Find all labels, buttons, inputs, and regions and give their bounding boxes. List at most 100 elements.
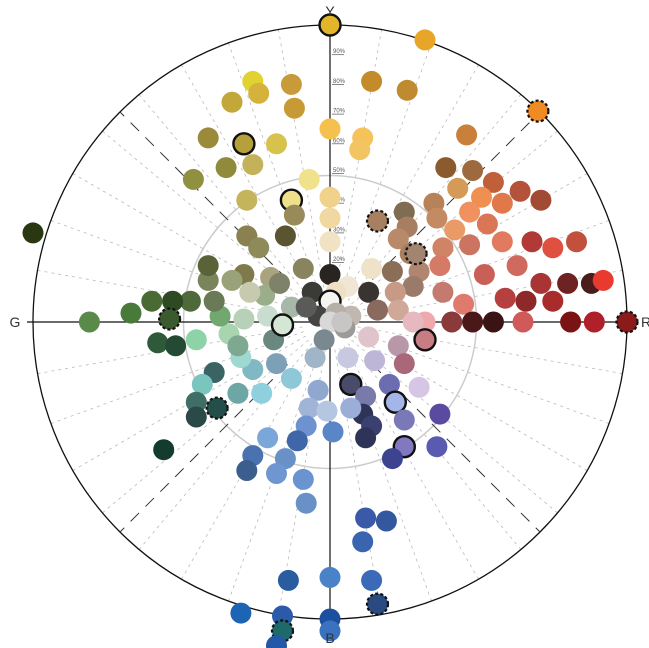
color-point xyxy=(318,13,342,37)
color-point xyxy=(319,566,341,588)
color-point xyxy=(298,168,320,190)
color-point xyxy=(236,189,258,211)
color-point xyxy=(542,237,564,259)
color-point xyxy=(203,290,225,312)
grid-line xyxy=(357,326,623,374)
color-point xyxy=(191,373,213,395)
color-point xyxy=(292,258,314,279)
color-point xyxy=(257,427,279,449)
color-point xyxy=(387,299,409,321)
color-point xyxy=(441,311,463,333)
color-point xyxy=(426,207,448,229)
color-point xyxy=(491,192,513,214)
color-point xyxy=(365,592,390,616)
color-point xyxy=(476,213,498,235)
color-point xyxy=(566,231,587,253)
color-point xyxy=(352,531,374,553)
color-point xyxy=(378,373,400,395)
grid-line xyxy=(343,64,479,298)
color-point xyxy=(526,99,550,123)
color-point xyxy=(494,287,516,309)
grid-line xyxy=(354,335,588,471)
color-point xyxy=(185,329,207,351)
color-point xyxy=(269,272,290,294)
color-point xyxy=(280,296,302,318)
radial-tick-label: 30% xyxy=(333,227,346,233)
color-point xyxy=(185,406,207,428)
color-point xyxy=(319,186,341,208)
color-point xyxy=(393,353,415,375)
color-point xyxy=(459,201,481,223)
color-point xyxy=(280,367,302,389)
color-point xyxy=(165,335,187,357)
color-point xyxy=(120,302,142,324)
axis-label-left: G xyxy=(10,314,21,330)
color-point xyxy=(215,157,237,179)
grid-line xyxy=(343,346,479,580)
color-point xyxy=(179,290,201,312)
color-point xyxy=(429,403,451,425)
color-point xyxy=(319,620,341,642)
color-point xyxy=(456,124,478,146)
color-point xyxy=(162,290,184,312)
color-point xyxy=(340,397,362,419)
color-point xyxy=(319,207,341,229)
color-point xyxy=(471,186,492,208)
grid-line xyxy=(181,64,317,298)
grid-line xyxy=(50,331,304,424)
color-point xyxy=(322,421,344,443)
color-point xyxy=(337,347,359,369)
color-point xyxy=(364,350,386,372)
color-point xyxy=(277,569,299,591)
radial-tick-label: 90% xyxy=(333,49,346,55)
radial-gridlines xyxy=(37,29,623,615)
color-point xyxy=(429,255,451,277)
color-point xyxy=(313,329,335,351)
color-point xyxy=(414,29,436,51)
axis-label-right: R xyxy=(641,314,649,330)
color-point xyxy=(432,281,454,303)
color-point xyxy=(248,82,270,104)
color-point xyxy=(515,290,537,312)
color-point xyxy=(482,311,504,333)
color-point xyxy=(319,264,341,285)
color-point xyxy=(153,439,175,461)
radial-tick-label: 50% xyxy=(333,168,346,174)
color-point xyxy=(266,353,287,375)
color-point xyxy=(521,231,543,253)
color-point xyxy=(147,332,169,354)
color-point xyxy=(459,234,481,256)
color-point xyxy=(319,118,341,140)
color-point xyxy=(307,379,329,401)
color-point xyxy=(402,311,424,333)
color-point xyxy=(286,430,308,452)
color-point xyxy=(233,308,255,330)
color-point xyxy=(367,299,388,321)
color-point xyxy=(381,261,403,282)
diagonal-axis xyxy=(372,111,541,280)
grid-line xyxy=(334,29,382,295)
color-point xyxy=(197,127,219,149)
color-point xyxy=(274,225,296,247)
color-point xyxy=(292,468,314,490)
color-point xyxy=(266,635,287,648)
color-point xyxy=(396,79,418,101)
diagonal-dashed-axes xyxy=(119,111,541,533)
color-points xyxy=(22,13,639,648)
color-point xyxy=(375,510,397,532)
color-point xyxy=(387,228,409,250)
color-point xyxy=(506,255,528,277)
grid-line xyxy=(351,339,558,514)
color-point xyxy=(239,281,261,303)
color-point xyxy=(361,569,383,591)
color-point xyxy=(453,293,475,315)
color-point xyxy=(197,269,219,291)
color-point xyxy=(542,290,564,312)
color-point xyxy=(266,133,287,155)
color-point xyxy=(462,160,484,181)
color-point xyxy=(358,281,380,303)
color-point xyxy=(185,391,207,413)
color-point xyxy=(248,237,270,259)
color-point xyxy=(78,311,100,333)
color-point xyxy=(361,258,383,279)
